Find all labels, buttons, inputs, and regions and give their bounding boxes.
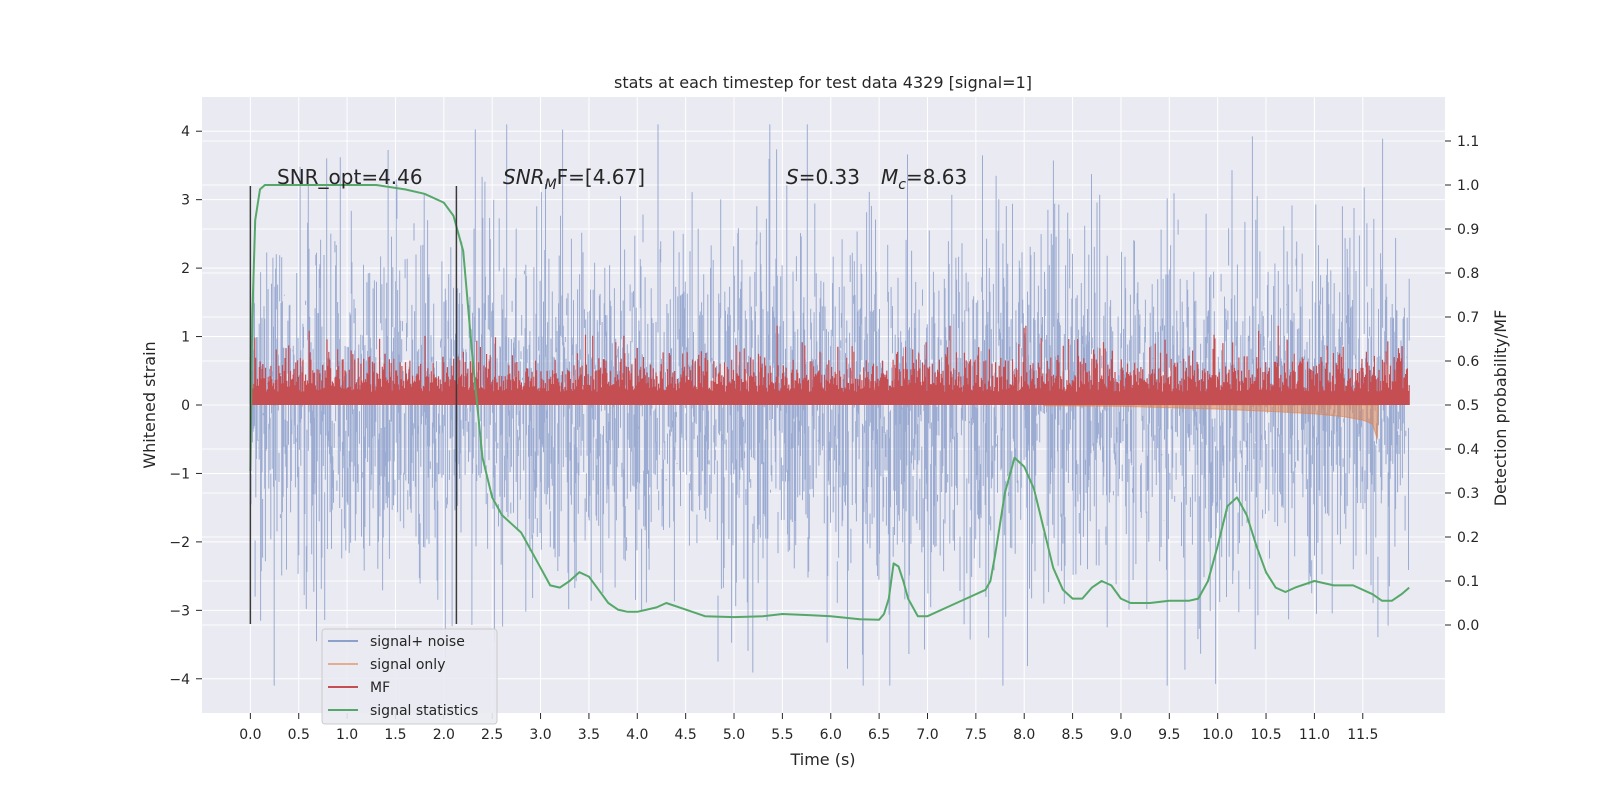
y2-tick-label: 1.0	[1457, 178, 1479, 194]
y2-tick-label: 0.7	[1457, 310, 1479, 326]
annotation-s-italic: S	[786, 165, 799, 189]
x-tick-label: 9.0	[1110, 727, 1132, 743]
annotation-snr-opt: SNR_opt=4.46	[277, 165, 423, 189]
vertical-markers	[249, 185, 458, 625]
x-axis-label: Time (s)	[789, 750, 855, 769]
y2-tick-label: 0.5	[1457, 398, 1479, 414]
x-tick-label: 11.0	[1299, 727, 1330, 743]
x-tick-label: 7.0	[916, 727, 938, 743]
annotation-s-value: =0.33	[799, 165, 860, 189]
x-tick-label: 11.5	[1347, 727, 1378, 743]
series-layer	[249, 124, 1410, 686]
x-tick-label: 2.0	[433, 727, 455, 743]
annotation-snr-mf: SNRMF=[4.67]	[503, 165, 645, 193]
x-tick-label: 3.0	[529, 727, 551, 743]
annotation-mc-italic: M	[881, 165, 898, 189]
x-tick-label: 5.0	[723, 727, 745, 743]
y-tick-label: −2	[169, 535, 190, 551]
annotation-snr-mf-value: F=[4.67]	[557, 165, 645, 189]
x-tick-label: 4.5	[675, 727, 697, 743]
annotation-mc: Mc=8.63	[881, 165, 967, 193]
y2-tick-label: 0.8	[1457, 266, 1479, 282]
x-tick-label: 10.0	[1202, 727, 1233, 743]
legend-label-mf: MF	[370, 680, 390, 696]
x-tick-label: 0.5	[288, 727, 310, 743]
annotation-snr-mf-sub: M	[545, 177, 557, 193]
y2-tick-label: 0.2	[1457, 530, 1479, 546]
legend-label-signal-only: signal only	[370, 657, 445, 673]
y2-tick-label: 1.1	[1457, 134, 1479, 150]
y2-tick-label: 0.4	[1457, 442, 1479, 458]
y-axis-label: Whitened strain	[140, 341, 159, 468]
series-signal-only	[1043, 404, 1379, 440]
x-tick-label: 6.5	[868, 727, 890, 743]
annotation-s: S=0.33	[786, 165, 860, 189]
x-tick-label: 5.5	[771, 727, 793, 743]
y2-tick-label: 0.0	[1457, 618, 1479, 634]
y2-axis-label: Detection probability/MF	[1491, 310, 1510, 507]
y-tick-label: 4	[181, 124, 190, 140]
chart-title: stats at each timestep for test data 432…	[614, 73, 1032, 92]
y-tick-label: −3	[169, 603, 190, 619]
series-signal-statistics	[249, 184, 1410, 621]
legend: signal+ noise signal only MF signal stat…	[321, 628, 498, 725]
legend-label-statistics: signal statistics	[370, 703, 478, 719]
y2-tick-label: 0.6	[1457, 354, 1479, 370]
x-tick-label: 2.5	[481, 727, 503, 743]
x-tick-label: 9.5	[1158, 727, 1180, 743]
y-tick-label: −4	[169, 672, 190, 688]
y-tick-label: 2	[181, 261, 190, 277]
x-tick-label: 1.5	[384, 727, 406, 743]
x-tick-label: 10.5	[1250, 727, 1281, 743]
axis-ticks: 0.0 0.5 1.0 1.5 2.0 2.5 3.0 3.5 4.0 4.5 5.0 5.5 6.0 6…	[169, 124, 1479, 743]
x-tick-label: 0.0	[239, 727, 261, 743]
x-tick-label: 8.0	[1013, 727, 1035, 743]
y-tick-label: 1	[181, 330, 190, 346]
x-tick-label: 4.0	[626, 727, 648, 743]
x-tick-label: 8.5	[1061, 727, 1083, 743]
x-tick-label: 6.0	[820, 727, 842, 743]
y-tick-label: −1	[169, 466, 190, 482]
annotation-snr-mf-italic: SNR	[503, 165, 545, 189]
y-tick-label: 0	[181, 398, 190, 414]
y-tick-label: 3	[181, 193, 190, 209]
legend-box	[321, 628, 498, 725]
x-tick-label: 7.5	[965, 727, 987, 743]
x-tick-label: 3.5	[578, 727, 600, 743]
y2-tick-label: 0.9	[1457, 222, 1479, 238]
y2-tick-label: 0.1	[1457, 574, 1479, 590]
annotation-mc-value: =8.63	[906, 165, 967, 189]
annotation-mc-sub: c	[898, 177, 906, 193]
y2-tick-label: 0.3	[1457, 486, 1479, 502]
legend-label-signal-noise: signal+ noise	[370, 634, 465, 650]
x-tick-label: 1.0	[336, 727, 358, 743]
